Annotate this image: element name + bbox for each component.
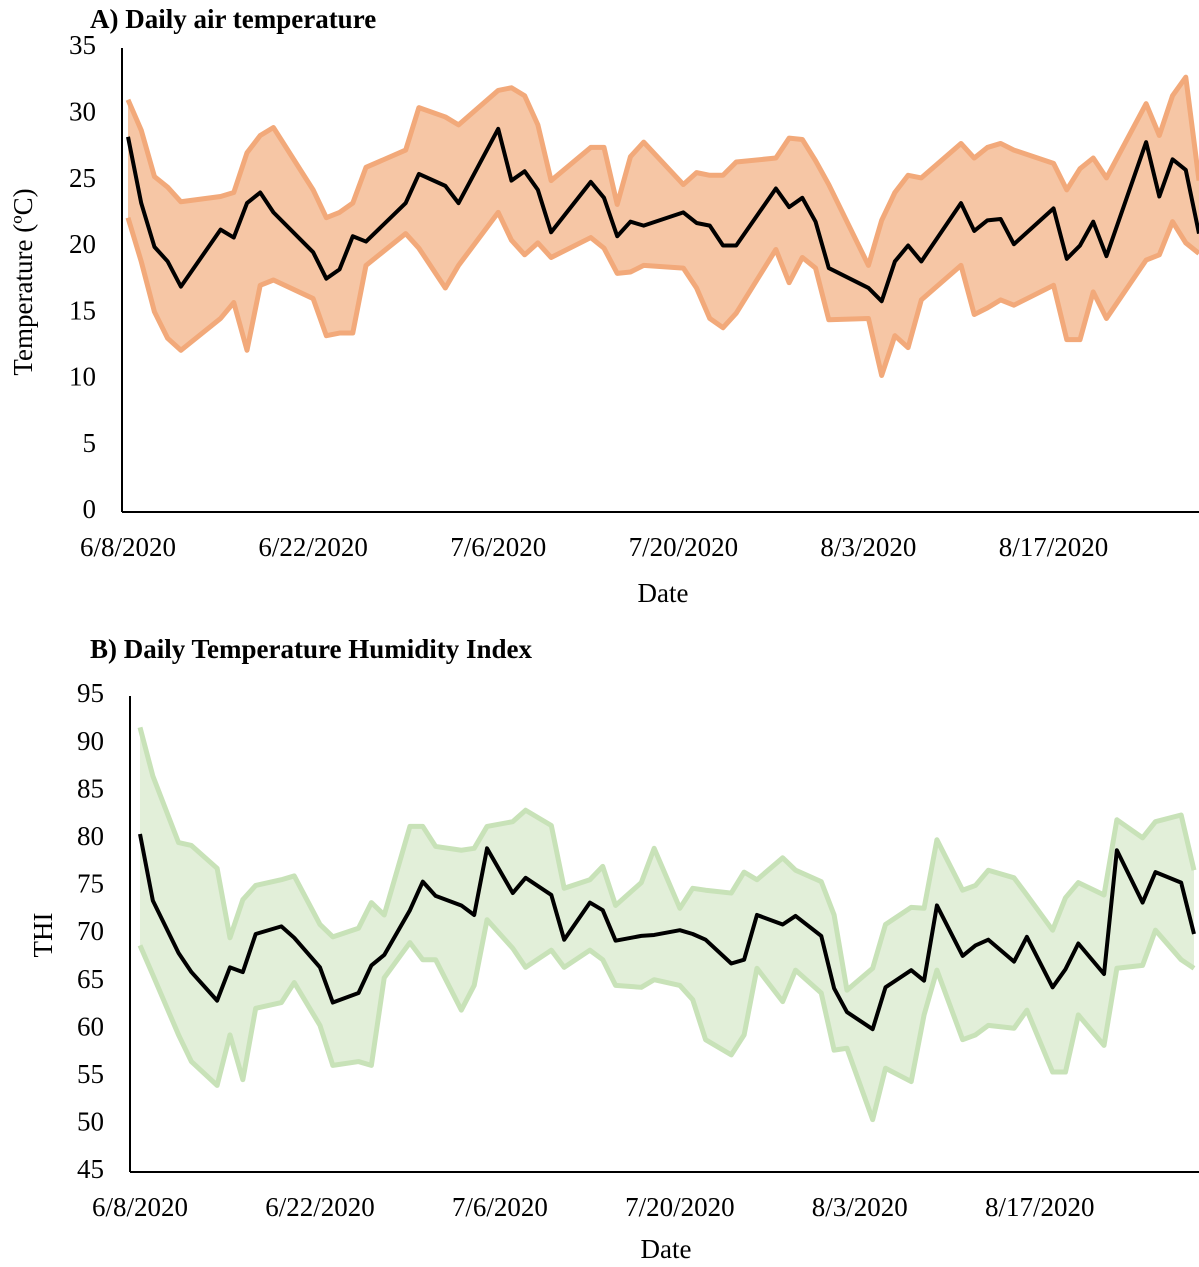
x-tick-label: 6/22/2020 <box>265 1192 375 1222</box>
chart-title: A) Daily air temperature <box>90 4 376 34</box>
y-tick-label: 75 <box>77 869 104 899</box>
y-tick-label: 90 <box>77 726 104 756</box>
y-tick-label: 35 <box>69 30 96 60</box>
x-tick-label: 8/17/2020 <box>985 1192 1095 1222</box>
y-tick-label: 20 <box>69 229 96 259</box>
y-tick-label: 95 <box>77 678 104 708</box>
y-tick-label: 45 <box>77 1154 104 1184</box>
x-axis-label: Date <box>638 578 689 608</box>
y-tick-label: 25 <box>69 163 96 193</box>
x-tick-label: 8/3/2020 <box>812 1192 908 1222</box>
x-tick-label: 8/3/2020 <box>820 532 916 562</box>
x-tick-label: 6/8/2020 <box>80 532 176 562</box>
x-axis-label: Date <box>641 1234 692 1264</box>
band-lower <box>125 209 1199 378</box>
y-tick-label: 60 <box>77 1011 104 1041</box>
y-tick-label: 0 <box>83 494 97 524</box>
x-tick-label: 7/20/2020 <box>625 1192 735 1222</box>
chart-title: B) Daily Temperature Humidity Index <box>90 634 533 664</box>
y-tick-label: 10 <box>69 362 96 392</box>
x-tick-label: 7/6/2020 <box>452 1192 548 1222</box>
y-tick-label: 55 <box>77 1059 104 1089</box>
y-tick-label: 85 <box>77 773 104 803</box>
y-axis-label: Temperature (ºC) <box>8 188 38 375</box>
y-tick-label: 15 <box>69 295 96 325</box>
x-tick-label: 6/8/2020 <box>92 1192 188 1222</box>
band-upper <box>137 726 1197 993</box>
y-tick-label: 80 <box>77 821 104 851</box>
y-tick-label: 50 <box>77 1107 104 1137</box>
y-tick-label: 30 <box>69 96 96 126</box>
y-tick-label: 5 <box>83 428 97 458</box>
band-lower <box>137 917 1196 1123</box>
x-tick-label: 7/6/2020 <box>450 532 546 562</box>
x-tick-label: 6/22/2020 <box>258 532 368 562</box>
mean-line <box>138 833 1196 1032</box>
band-fill <box>128 77 1199 376</box>
band-fill <box>140 727 1194 1120</box>
y-tick-label: 70 <box>77 916 104 946</box>
y-axis-label: THI <box>28 913 58 958</box>
x-tick-label: 7/20/2020 <box>629 532 739 562</box>
y-tick-label: 65 <box>77 964 104 994</box>
band-upper <box>125 74 1199 268</box>
x-tick-label: 8/17/2020 <box>999 532 1109 562</box>
mean-line <box>126 126 1199 304</box>
